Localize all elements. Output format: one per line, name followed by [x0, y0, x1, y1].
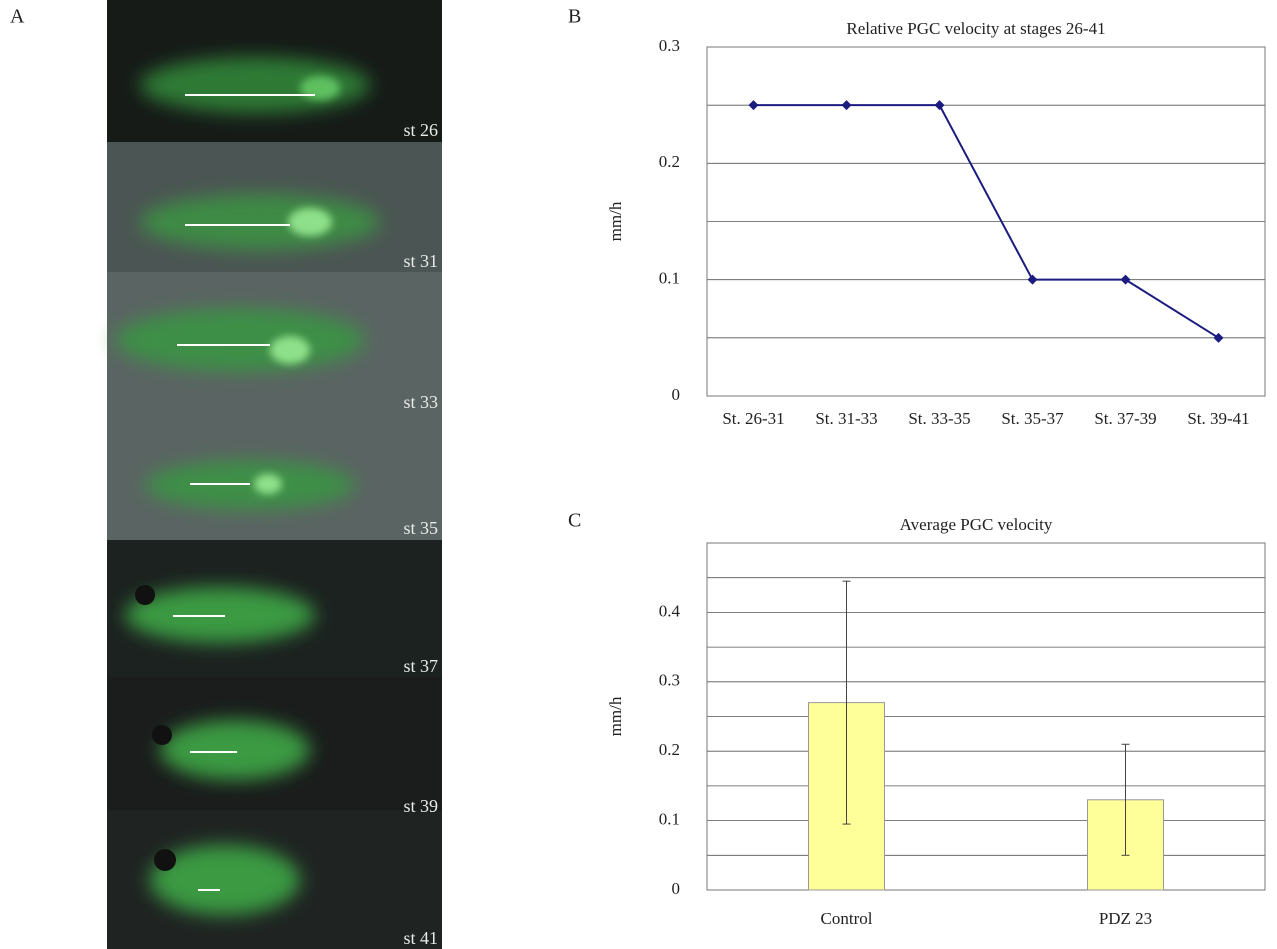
- stage-label: st 39: [403, 796, 438, 816]
- y-axis-label: mm/h: [606, 696, 625, 736]
- x-tick-label: St. 26-31: [722, 409, 784, 428]
- x-tick-label: PDZ 23: [1099, 909, 1152, 928]
- plot-frame: [706, 542, 1266, 891]
- y-tick-label: 0.3: [659, 36, 680, 55]
- y-tick-label: 0.2: [659, 740, 680, 759]
- image-strips: [107, 0, 442, 949]
- stage-label: st 31: [403, 251, 438, 271]
- y-tick-label: 0.1: [659, 269, 680, 288]
- x-tick-label: St. 31-33: [815, 409, 877, 428]
- stage-label: st 33: [403, 392, 438, 412]
- line: [753, 104, 1220, 339]
- x-tick-label: St. 35-37: [1001, 409, 1064, 428]
- x-tick-label: Control: [821, 909, 873, 928]
- marker: [841, 100, 852, 111]
- x-tick-label: St. 39-41: [1187, 409, 1249, 428]
- stage-label: st 26: [403, 120, 438, 140]
- y-tick-label: 0: [672, 385, 681, 404]
- y-tick-label: 0.1: [659, 810, 680, 829]
- panel-letter: C: [568, 510, 581, 532]
- panel-letter: B: [568, 6, 581, 28]
- plot-frame: [706, 46, 1266, 397]
- chart-title: Relative PGC velocity at stages 26-41: [846, 19, 1105, 38]
- y-tick-label: 0: [672, 879, 681, 898]
- x-tick-label: St. 37-39: [1094, 409, 1156, 428]
- marker: [1027, 274, 1038, 285]
- x-tick-label: St. 33-35: [908, 409, 970, 428]
- y-axis-label: mm/h: [606, 201, 625, 241]
- marker: [1213, 332, 1224, 343]
- stage-label: st 37: [403, 656, 438, 676]
- marker: [748, 100, 759, 111]
- marker: [1120, 274, 1131, 285]
- y-tick-label: 0.4: [659, 601, 681, 620]
- y-tick-label: 0.3: [659, 671, 680, 690]
- marker: [934, 100, 945, 111]
- panel-letter: A: [10, 6, 25, 28]
- stage-label: st 41: [403, 928, 438, 948]
- y-tick-label: 0.2: [659, 152, 680, 171]
- chart-title: Average PGC velocity: [900, 515, 1053, 534]
- stage-label: st 35: [403, 518, 438, 538]
